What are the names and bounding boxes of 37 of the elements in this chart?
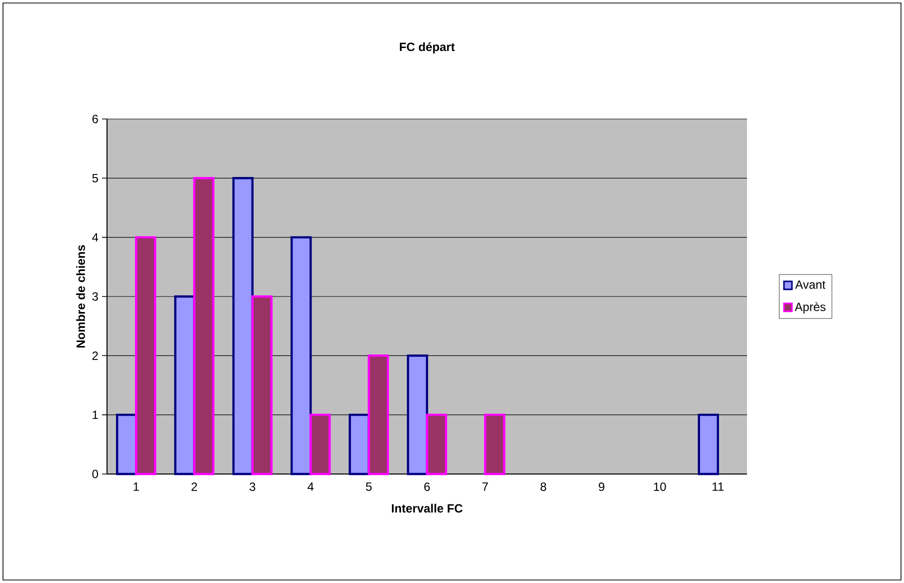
y-tick-label: 1	[92, 410, 98, 419]
y-tick-label: 0	[92, 470, 98, 478]
legend-label: Après	[794, 302, 826, 314]
bar	[406, 354, 428, 476]
chart-title: FC départ	[400, 42, 455, 54]
bar	[290, 236, 312, 476]
bar	[310, 414, 331, 476]
x-tick-label: 6	[424, 482, 430, 491]
bar	[426, 414, 448, 476]
bar	[348, 414, 370, 476]
bar	[232, 177, 254, 476]
y-tick-label: 4	[92, 233, 98, 242]
x-tick-label: 7	[482, 482, 488, 491]
x-tick-label: 3	[250, 482, 256, 491]
bar	[135, 236, 156, 476]
x-axis-title: Intervalle FC	[392, 504, 463, 513]
bar	[484, 414, 506, 476]
x-tick-label: 11	[712, 482, 724, 491]
y-tick-label: 3	[92, 292, 98, 301]
bar	[193, 177, 214, 476]
x-tick-label: 1	[134, 482, 139, 491]
bar	[698, 414, 720, 476]
x-tick-label: 8	[540, 482, 546, 491]
bar	[368, 354, 389, 476]
y-axis-title: Nombre de chiens	[76, 245, 85, 348]
legend-label: Avant	[795, 280, 826, 289]
x-tick-label: 10	[654, 482, 666, 491]
x-tick-label: 5	[366, 482, 372, 491]
y-tick-label: 2	[92, 351, 98, 360]
bar	[116, 414, 138, 476]
x-tick-label: 2	[192, 482, 198, 491]
y-tick-label: 6	[92, 114, 98, 124]
y-tick-label: 5	[92, 174, 98, 182]
bar	[174, 295, 196, 476]
x-tick-label: 9	[598, 482, 604, 491]
x-tick-label: 4	[308, 482, 314, 491]
bar	[251, 295, 273, 476]
